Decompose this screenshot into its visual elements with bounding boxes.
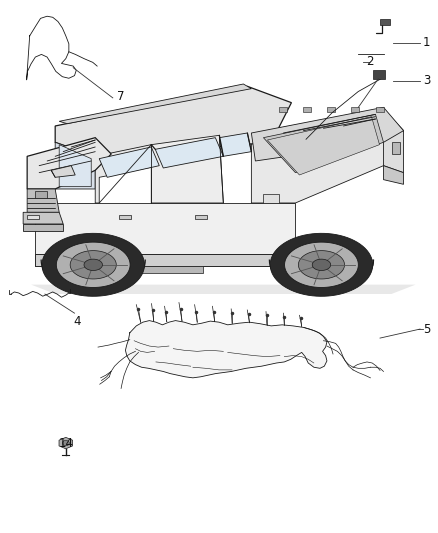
Polygon shape bbox=[195, 215, 207, 219]
Polygon shape bbox=[384, 110, 403, 173]
Polygon shape bbox=[384, 166, 403, 184]
Bar bbox=[373, 70, 385, 79]
Polygon shape bbox=[285, 242, 358, 287]
Text: 5: 5 bbox=[423, 322, 430, 336]
Polygon shape bbox=[251, 107, 403, 161]
Polygon shape bbox=[27, 215, 39, 219]
Polygon shape bbox=[99, 147, 159, 177]
Polygon shape bbox=[219, 133, 251, 156]
Polygon shape bbox=[70, 251, 116, 279]
Text: 1: 1 bbox=[423, 36, 430, 49]
Polygon shape bbox=[125, 320, 327, 378]
Polygon shape bbox=[270, 233, 373, 296]
Polygon shape bbox=[59, 84, 251, 124]
Polygon shape bbox=[351, 107, 360, 112]
Bar bbox=[380, 19, 390, 25]
Polygon shape bbox=[42, 233, 145, 296]
Polygon shape bbox=[263, 114, 384, 173]
Text: 2: 2 bbox=[366, 55, 374, 68]
Polygon shape bbox=[23, 212, 63, 224]
Polygon shape bbox=[304, 107, 311, 112]
Polygon shape bbox=[392, 142, 399, 154]
Polygon shape bbox=[35, 191, 47, 198]
Polygon shape bbox=[375, 107, 384, 112]
Polygon shape bbox=[55, 142, 95, 189]
Text: 14: 14 bbox=[58, 437, 73, 450]
Polygon shape bbox=[279, 107, 287, 112]
Polygon shape bbox=[95, 266, 203, 273]
Polygon shape bbox=[95, 144, 159, 203]
Polygon shape bbox=[328, 107, 336, 112]
Polygon shape bbox=[31, 285, 416, 294]
Polygon shape bbox=[59, 438, 73, 449]
Polygon shape bbox=[35, 254, 295, 266]
Text: 3: 3 bbox=[423, 75, 430, 87]
Polygon shape bbox=[57, 242, 130, 287]
Text: 4: 4 bbox=[74, 316, 81, 328]
Polygon shape bbox=[251, 110, 403, 203]
Polygon shape bbox=[151, 135, 223, 203]
Polygon shape bbox=[27, 189, 59, 212]
Polygon shape bbox=[269, 260, 374, 293]
Polygon shape bbox=[23, 224, 63, 231]
Polygon shape bbox=[27, 138, 111, 189]
Polygon shape bbox=[298, 251, 345, 279]
Polygon shape bbox=[59, 144, 91, 187]
Polygon shape bbox=[312, 259, 331, 270]
Polygon shape bbox=[62, 440, 69, 446]
Polygon shape bbox=[155, 138, 223, 168]
Polygon shape bbox=[41, 260, 145, 293]
Polygon shape bbox=[55, 86, 291, 156]
Polygon shape bbox=[35, 254, 295, 266]
Polygon shape bbox=[267, 117, 379, 175]
Polygon shape bbox=[84, 259, 102, 270]
Polygon shape bbox=[119, 215, 131, 219]
Polygon shape bbox=[35, 203, 295, 254]
Polygon shape bbox=[263, 193, 279, 203]
Text: 7: 7 bbox=[117, 90, 124, 103]
Polygon shape bbox=[51, 166, 75, 177]
